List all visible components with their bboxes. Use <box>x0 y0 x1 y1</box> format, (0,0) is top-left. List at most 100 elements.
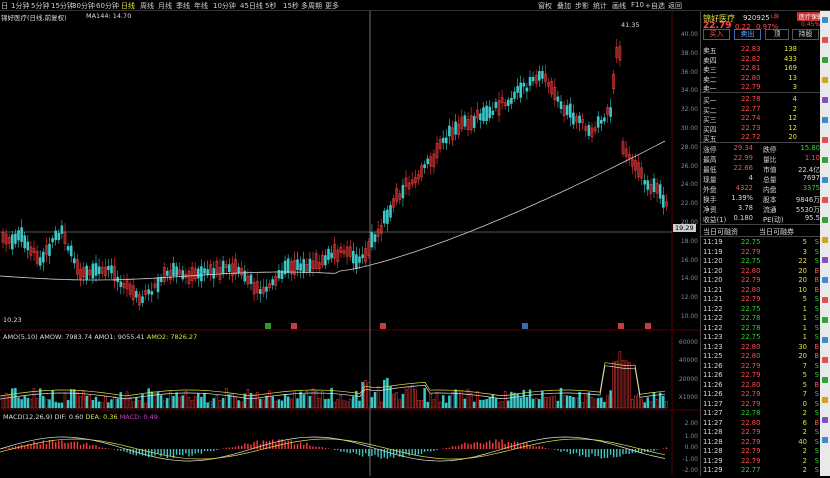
volume-bar <box>519 397 522 409</box>
stat-label: PE(动) <box>763 216 784 224</box>
timeframe-11[interactable]: 10分钟 <box>213 2 236 10</box>
timeframe-6[interactable]: 日线 <box>121 2 135 10</box>
timeframe-8[interactable]: 月线 <box>158 2 172 10</box>
event-marker-3 <box>522 323 528 329</box>
volume-bar <box>314 390 318 409</box>
sidebar-tool-icon[interactable] <box>822 417 828 423</box>
candle-body <box>537 71 541 81</box>
timeframe-9[interactable]: 季线 <box>176 2 190 10</box>
candle-body <box>550 81 554 95</box>
volume-bar <box>590 396 594 409</box>
volume-bar <box>392 393 395 409</box>
sidebar-tool-icon[interactable] <box>822 97 828 103</box>
volume-bar <box>367 382 371 409</box>
timeframe-4[interactable]: 30分钟 <box>72 2 95 10</box>
toolbar-tool-7[interactable]: 返回 <box>668 2 682 10</box>
amo-tick: 60000 <box>678 339 698 346</box>
ding-button[interactable]: 顶 <box>765 29 789 40</box>
timeframe-2[interactable]: 5分钟 <box>31 2 50 10</box>
timeframe-10[interactable]: 年线 <box>194 2 208 10</box>
timeframe-15[interactable]: 多周期 <box>301 2 322 10</box>
volume-bar <box>420 400 423 409</box>
candle-body <box>643 180 647 185</box>
sidebar-tool-icon[interactable] <box>822 257 828 263</box>
margin-tab-financing[interactable]: 当日可融资 <box>703 228 738 236</box>
right-sidebar <box>820 11 830 476</box>
toolbar-tool-3[interactable]: 统计 <box>593 2 607 10</box>
macd-tick: 1.00 <box>684 433 698 440</box>
timeframe-0[interactable]: 日 <box>1 2 8 10</box>
volume-bar <box>265 395 268 409</box>
timeframe-16[interactable]: 更多 <box>325 2 339 10</box>
sidebar-tool-icon[interactable] <box>822 77 828 83</box>
timeframe-7[interactable]: 周线 <box>140 2 154 10</box>
volume-bar <box>463 398 467 409</box>
divider <box>701 236 821 237</box>
volume-bar <box>522 389 526 409</box>
sidebar-tool-icon[interactable] <box>822 37 828 43</box>
sidebar-tool-icon[interactable] <box>822 357 828 363</box>
sidebar-tool-icon[interactable] <box>822 217 828 223</box>
sidebar-tool-icon[interactable] <box>822 157 828 163</box>
sidebar-tool-icon[interactable] <box>822 237 828 243</box>
sidebar-tool-icon[interactable] <box>822 277 828 283</box>
candle-body <box>500 97 504 104</box>
candle-body <box>156 277 160 293</box>
candle-body <box>386 209 389 224</box>
volume-bar <box>178 396 181 409</box>
candle-body <box>358 256 361 263</box>
sidebar-tool-icon[interactable] <box>822 117 828 123</box>
macd-name: MACD(12,26,9) <box>3 413 53 421</box>
sidebar-tool-icon[interactable] <box>822 17 828 23</box>
kline-chart-area[interactable]: 锦好医疗(日线,前复权) MA144: 14.70 41.35 10.23 19… <box>0 11 700 476</box>
trade-side: S <box>814 447 819 455</box>
timeframe-3[interactable]: 15分钟 <box>51 2 74 10</box>
sell-button[interactable]: 卖出 <box>734 29 761 40</box>
toolbar-tool-6[interactable]: +自选 <box>645 2 665 10</box>
volume-bar <box>531 398 535 409</box>
sidebar-tool-icon[interactable] <box>822 317 828 323</box>
candle-body <box>221 260 225 274</box>
sidebar-tool-icon[interactable] <box>822 197 828 203</box>
sidebar-tool-icon[interactable] <box>822 177 828 183</box>
trade-volume: 1 <box>802 304 807 313</box>
sidebar-tool-icon[interactable] <box>822 337 828 343</box>
sidebar-tool-icon[interactable] <box>822 297 828 303</box>
buy-button[interactable]: 买入 <box>703 29 730 40</box>
toolbar-tool-2[interactable]: 步影 <box>575 2 589 10</box>
toolbar-tool-5[interactable]: F10 <box>631 1 644 9</box>
candle-body <box>603 117 606 122</box>
candle-body <box>286 258 290 273</box>
toolbar-tool-1[interactable]: 叠加 <box>557 2 571 10</box>
margin-tab-securities[interactable]: 当日可融券 <box>759 228 794 236</box>
volume-bar <box>268 390 271 409</box>
holding-button[interactable]: 持股 <box>792 29 819 40</box>
timeframe-13[interactable]: 5秒 <box>265 2 277 10</box>
candle-body <box>280 270 284 279</box>
candle-body <box>1 232 5 243</box>
trade-row: 11:26 22.79 7 S <box>701 390 821 399</box>
sector-tag[interactable]: 医疗保健 <box>797 12 826 21</box>
trade-row: 11:25 22.80 20 B <box>701 352 821 361</box>
sidebar-tool-icon[interactable] <box>822 57 828 63</box>
volume-bar <box>197 393 200 409</box>
volume-bar <box>116 398 119 409</box>
toolbar-tool-4[interactable]: 画线 <box>612 2 626 10</box>
trade-time: 11:29 <box>703 466 723 474</box>
trade-price: 22.80 <box>741 266 761 275</box>
timeframe-12[interactable]: 45日线 <box>240 2 263 10</box>
timeframe-1[interactable]: 1分钟 <box>11 2 30 10</box>
timeframe-5[interactable]: 60分钟 <box>96 2 119 10</box>
toolbar-tool-0[interactable]: 窗权 <box>538 2 552 10</box>
dea-line <box>0 438 666 460</box>
timeframe-14[interactable]: 15秒 <box>283 2 299 10</box>
sidebar-tool-icon[interactable] <box>822 377 828 383</box>
sidebar-tool-icon[interactable] <box>822 437 828 443</box>
volume-bar <box>79 396 82 409</box>
trade-price: 22.79 <box>741 428 761 436</box>
trade-row: 11:19 22.75 5 S <box>701 238 821 247</box>
sidebar-tool-icon[interactable] <box>822 397 828 403</box>
sidebar-tool-icon[interactable] <box>822 137 828 143</box>
volume-bar <box>593 399 597 409</box>
price-tick: 20.00 <box>680 219 698 226</box>
